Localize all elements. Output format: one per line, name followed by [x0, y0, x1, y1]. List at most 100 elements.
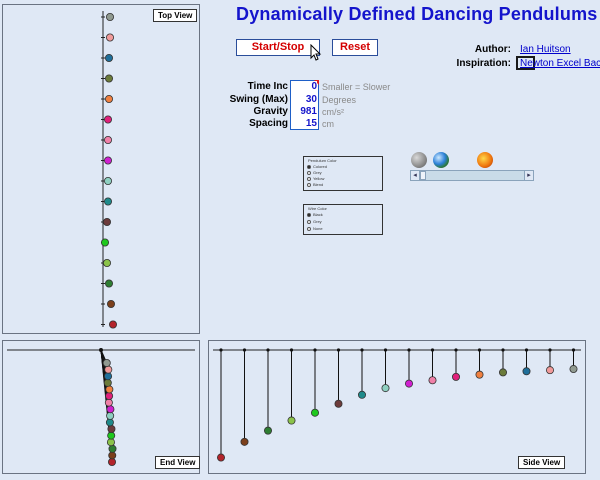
wire-color-option-grey[interactable]: Grey	[307, 219, 322, 224]
option-label: Black	[313, 212, 323, 217]
page-title: Dynamically Defined Dancing Pendulums	[236, 4, 598, 24]
side-view-bob	[475, 370, 484, 379]
top-view-bob	[104, 115, 113, 124]
top-view-bob	[104, 135, 113, 144]
inspiration-link[interactable]: Newton Excel Bach	[520, 58, 600, 69]
option-label: None	[313, 226, 323, 231]
end-view-bob	[107, 431, 116, 440]
end-view-bob	[108, 458, 117, 467]
author-link[interactable]: Ian Huitson	[520, 44, 571, 55]
top-view-bob	[105, 95, 114, 104]
radio-selected-icon	[307, 164, 311, 169]
side-view-bob	[287, 416, 296, 425]
slider-left-arrow-icon[interactable]: ◂	[411, 171, 420, 180]
top-view-bob	[106, 12, 115, 21]
slider-right-arrow-icon[interactable]: ▸	[524, 171, 533, 180]
top-view-bob	[105, 54, 114, 63]
end-view-panel: End View	[2, 340, 201, 474]
end-view-bob	[108, 444, 117, 453]
end-view-bob	[107, 425, 116, 434]
top-view-canvas	[101, 11, 118, 329]
top-view-bob	[104, 197, 113, 206]
top-view-bob	[104, 156, 113, 165]
side-view-bob	[498, 368, 507, 377]
spacing-unit: cm	[322, 119, 334, 129]
side-view-bob	[569, 365, 578, 374]
top-view-bob	[105, 74, 114, 83]
side-view-bob	[216, 453, 225, 462]
end-view-bob	[106, 438, 115, 447]
side-view-bob	[264, 426, 273, 435]
radio-icon	[307, 176, 311, 181]
option-label: Grey	[313, 219, 322, 224]
side-view-bob	[451, 372, 460, 381]
reset-button[interactable]: Reset	[332, 39, 378, 56]
author-label: Author:	[474, 44, 511, 55]
moon-icon[interactable]	[411, 152, 427, 168]
pendulum-color-option-yellow[interactable]: Yellow	[307, 176, 324, 181]
pendulum-color-option-grey[interactable]: Grey	[307, 170, 322, 175]
end-view-bob	[103, 378, 112, 387]
side-view-bob	[381, 384, 390, 393]
top-view-bob	[103, 258, 112, 267]
radio-selected-icon	[307, 212, 311, 217]
end-view-bob	[102, 358, 111, 367]
spacing-input[interactable]: 15	[291, 118, 317, 129]
slider-thumb[interactable]	[420, 171, 426, 180]
side-view-bob	[522, 367, 531, 376]
wire-color-title: Wire Color	[308, 206, 327, 211]
start-stop-button[interactable]: Start/Stop	[236, 39, 320, 56]
end-view-bob	[105, 418, 114, 427]
side-view-bob	[428, 376, 437, 385]
mouse-cursor-icon	[310, 43, 324, 62]
end-view-label: End View	[155, 456, 201, 469]
wire-color-option-none[interactable]: None	[307, 226, 323, 231]
end-view-bob	[105, 392, 114, 401]
swing-label: Swing (Max)	[229, 94, 288, 105]
side-view-panel: Side View	[208, 340, 586, 474]
wire-color-group: Wire Color Black Grey None	[303, 204, 383, 235]
end-view-bob	[104, 372, 113, 381]
end-view-bob	[108, 451, 117, 460]
pendulum-color-group: Pendulum Color Colored Grey Yellow Blend	[303, 156, 383, 191]
option-label: Grey	[313, 170, 322, 175]
gravity-input[interactable]: 981	[291, 106, 317, 117]
swing-input[interactable]: 30	[291, 94, 317, 105]
pendulum-color-option-blend[interactable]: Blend	[307, 182, 323, 187]
option-label: Colored	[313, 164, 328, 169]
time-inc-input[interactable]: 0	[291, 81, 317, 92]
gravity-slider[interactable]: ◂ ▸	[410, 170, 534, 181]
side-view-bob	[240, 437, 249, 446]
side-view-bob	[357, 390, 366, 399]
top-view-panel: Top View	[2, 4, 200, 334]
top-view-label: Top View	[153, 9, 198, 22]
top-view-bob	[106, 33, 115, 42]
top-view-bob	[105, 279, 114, 288]
top-view-bob	[104, 176, 113, 185]
inspiration-label: Inspiration:	[456, 58, 511, 69]
top-view-bob	[101, 238, 110, 247]
option-label: Yellow	[313, 176, 325, 181]
side-view-bob	[404, 379, 413, 388]
top-view-bob	[107, 299, 116, 308]
end-view-bob	[104, 365, 113, 374]
gravity-label: Gravity	[253, 106, 288, 117]
sun-icon[interactable]	[477, 152, 493, 168]
side-view-bob	[311, 408, 320, 417]
earth-icon[interactable]	[433, 152, 449, 168]
swing-unit: Degrees	[322, 95, 357, 105]
pendulum-color-option-colored[interactable]: Colored	[307, 164, 327, 169]
end-view-bob	[106, 411, 115, 420]
pendulum-color-title: Pendulum Color	[308, 158, 337, 163]
time-inc-label: Time Inc	[247, 81, 288, 92]
wire-color-option-black[interactable]: Black	[307, 212, 323, 217]
radio-icon	[307, 170, 311, 175]
side-view-canvas	[213, 348, 581, 462]
end-view-bob	[106, 405, 115, 414]
end-view-canvas	[7, 348, 195, 467]
side-view-label: Side View	[518, 456, 566, 469]
spacing-label: Spacing	[249, 118, 288, 129]
end-view-bob	[105, 385, 114, 394]
radio-icon	[307, 226, 311, 231]
option-label: Blend	[313, 182, 324, 187]
